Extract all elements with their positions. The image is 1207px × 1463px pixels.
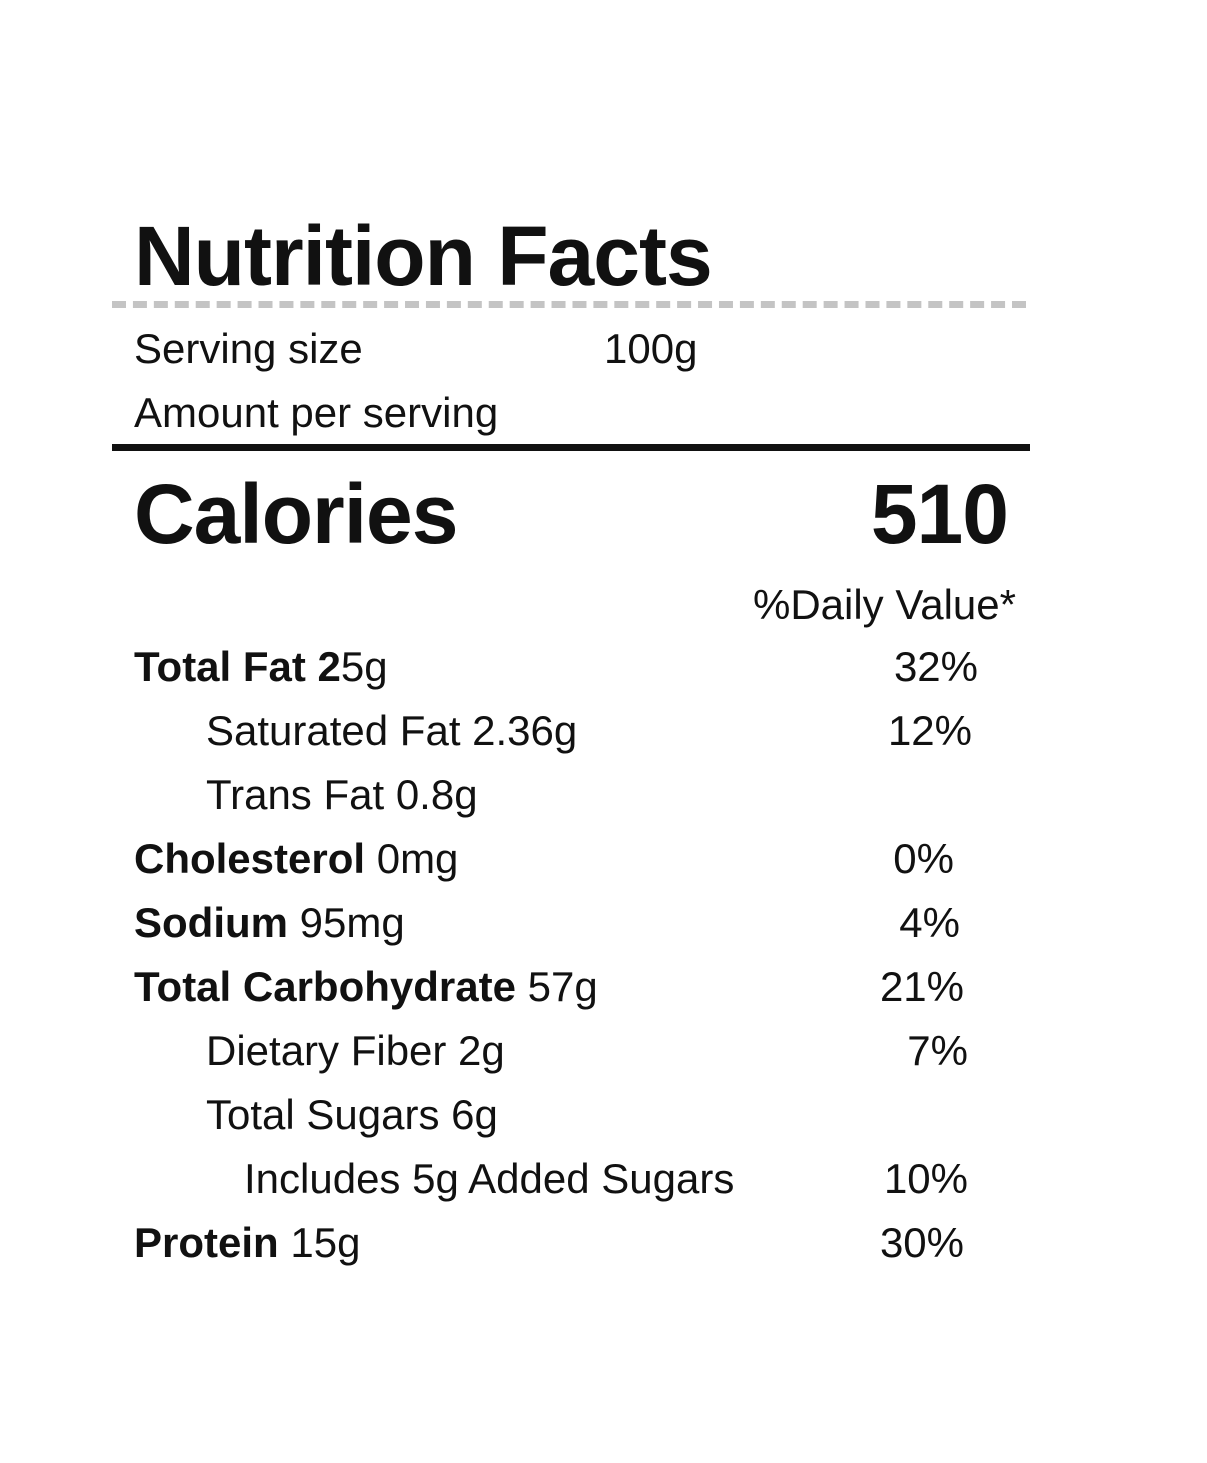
amount-per-serving-label: Amount per serving: [134, 389, 499, 436]
nutrient-row-trans-fat: Trans Fat 0.8g: [112, 768, 1030, 832]
nutrient-daily-value: 32%: [893, 643, 978, 690]
calories-value: 510: [870, 467, 1009, 561]
nutrient-text: Protein 15g: [134, 1216, 360, 1270]
daily-value-header: %Daily Value*: [752, 581, 1016, 628]
serving-size-label: Serving size: [134, 325, 363, 372]
nutrient-row-total-sugars: Total Sugars 6g: [112, 1088, 1030, 1152]
nutrient-row-added-sugars: Includes 5g Added Sugars 10%: [112, 1152, 1030, 1216]
nutrient-amount: Total Sugars 6g: [206, 1091, 498, 1138]
nutrient-text: Includes 5g Added Sugars: [244, 1152, 734, 1206]
title-divider: [112, 301, 1026, 308]
nutrient-row-total-carbohydrate: Total Carbohydrate 57g 21%: [112, 960, 1030, 1024]
nutrient-row-cholesterol: Cholesterol 0mg 0%: [112, 832, 1030, 896]
nutrient-daily-value: 7%: [907, 1027, 968, 1074]
nutrient-row-sodium: Sodium 95mg 4%: [112, 896, 1030, 960]
nutrient-amount: 0mg: [365, 835, 459, 882]
nutrient-amount: Dietary Fiber 2g: [206, 1027, 505, 1074]
nutrient-name: Protein: [134, 1219, 279, 1266]
calories-label: Calories: [134, 467, 458, 561]
nutrient-text: Total Carbohydrate 57g: [134, 960, 598, 1014]
nutrient-text: Total Fat 25g: [134, 640, 388, 694]
nutrient-amount: Trans Fat 0.8g: [206, 771, 478, 818]
nutrient-text: Dietary Fiber 2g: [206, 1024, 505, 1078]
serving-size-value: 100g: [604, 325, 698, 372]
nutrient-daily-value: 21%: [879, 963, 964, 1010]
nutrient-daily-value: 10%: [883, 1155, 968, 1202]
nutrient-name: Total Carbohydrate: [134, 963, 516, 1010]
nutrient-name: Total Fat 2: [134, 643, 341, 690]
nutrient-amount: 95mg: [288, 899, 405, 946]
nutrient-amount: 15g: [278, 1219, 361, 1266]
nutrient-name: Sodium: [134, 899, 288, 946]
nutrient-text: Cholesterol 0mg: [134, 832, 458, 886]
nutrient-row-dietary-fiber: Dietary Fiber 2g 7%: [112, 1024, 1030, 1088]
nutrient-amount: Saturated Fat 2.36g: [206, 707, 578, 754]
nutrient-name: Cholesterol: [134, 835, 366, 882]
nutrient-daily-value: 4%: [899, 899, 960, 946]
nutrient-daily-value: 0%: [893, 835, 954, 882]
nutrient-amount: Includes 5g Added Sugars: [244, 1155, 735, 1202]
nutrient-text: Sodium 95mg: [134, 896, 405, 950]
nutrition-label: Nutrition Facts Serving size 100g Amount…: [112, 0, 1030, 1463]
nutrient-daily-value: 12%: [887, 707, 972, 754]
nutrient-row-protein: Protein 15g 30%: [112, 1216, 1030, 1280]
label-title: Nutrition Facts: [134, 209, 713, 303]
nutrient-text: Total Sugars 6g: [206, 1088, 498, 1142]
calories-divider: [112, 444, 1030, 451]
nutrient-text: Saturated Fat 2.36g: [206, 704, 577, 758]
nutrient-amount: 5g: [340, 643, 388, 690]
nutrient-row-total-fat: Total Fat 25g 32%: [112, 640, 1030, 704]
nutrient-amount: 57g: [515, 963, 598, 1010]
nutrient-row-saturated-fat: Saturated Fat 2.36g 12%: [112, 704, 1030, 768]
nutrient-daily-value: 30%: [879, 1219, 964, 1266]
nutrient-text: Trans Fat 0.8g: [206, 768, 478, 822]
